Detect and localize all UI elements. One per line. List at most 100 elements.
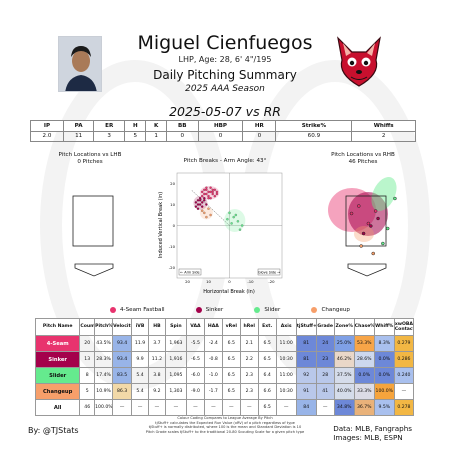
player-headshot bbox=[58, 36, 102, 92]
pitch-table-cell: — bbox=[275, 399, 297, 416]
legend-item-slider: Slider bbox=[254, 307, 280, 313]
pitch-table-cell: 24 bbox=[315, 335, 335, 352]
pitch-table-cell: 10:30 bbox=[275, 351, 297, 368]
pitch-table-cell: 1,303 bbox=[164, 383, 187, 400]
pitch-table-cell: 81 bbox=[295, 351, 317, 368]
pitch-table-header: HAA bbox=[203, 318, 223, 336]
rhb-density-sinker bbox=[348, 192, 388, 236]
pitch-table-cell: 100.0% bbox=[373, 383, 395, 400]
break-point bbox=[194, 205, 198, 208]
break-point bbox=[205, 188, 208, 191]
rhb-strike-zone bbox=[345, 195, 387, 247]
table-notes: Colour Coding Compares to League Average… bbox=[0, 416, 450, 434]
legend-dot bbox=[195, 307, 202, 313]
pitch-table-cell: -9.0 bbox=[185, 383, 205, 400]
pitch-name-cell: All bbox=[34, 399, 81, 416]
break-point bbox=[196, 203, 200, 206]
rhb-location-point bbox=[361, 231, 366, 236]
break-point bbox=[211, 192, 214, 196]
break-point bbox=[201, 190, 204, 194]
break-point bbox=[196, 207, 200, 210]
break-point bbox=[211, 188, 214, 191]
pitch-table-cell: 5.4 bbox=[131, 367, 149, 384]
legend-dot bbox=[311, 307, 318, 313]
rhb-location-point bbox=[385, 226, 390, 231]
pitch-table-cell: — bbox=[203, 399, 223, 416]
pitch-table-cell: 6.5 bbox=[221, 351, 241, 368]
pitch-table-cell: 11:00 bbox=[275, 367, 297, 384]
x-tick-label: -20 bbox=[268, 279, 275, 284]
x-tick-label: 20 bbox=[185, 279, 190, 284]
pitch-table-cell: -1.7 bbox=[203, 383, 223, 400]
pitch-table-cell: 3.7 bbox=[147, 335, 166, 352]
pitch-table-header: Spin bbox=[164, 318, 187, 336]
break-point bbox=[215, 190, 219, 194]
pitch-table-cell: 23 bbox=[315, 351, 335, 368]
break-point bbox=[198, 197, 202, 200]
pitch-table-cell: 20 bbox=[79, 335, 96, 352]
break-point bbox=[226, 218, 229, 221]
pitch-table-cell: 81 bbox=[295, 335, 317, 352]
pitch-table-cell: 92 bbox=[295, 367, 317, 384]
summary-header: PA bbox=[62, 120, 95, 132]
lhb-location-plot bbox=[72, 195, 114, 277]
y-tick-label: 20 bbox=[170, 181, 175, 186]
pitch-table-cell: 93.4 bbox=[112, 335, 133, 352]
break-point bbox=[209, 197, 212, 200]
summary-value-row: 2.0 11 3 5 1 0 0 0 60.9 2 bbox=[30, 130, 416, 142]
break-point bbox=[201, 205, 204, 208]
pitch-table-cell: 1,916 bbox=[164, 351, 187, 368]
author-byline: By: @TJStats bbox=[28, 426, 79, 435]
note-line: Pitch Grade scales tjStuff+ to the tradi… bbox=[145, 429, 305, 434]
pitch-table-header: Velocity bbox=[112, 318, 133, 336]
summary-header: H bbox=[124, 120, 147, 132]
game-title: 2025-05-07 vs RR bbox=[169, 104, 281, 119]
pitch-table-cell: 46 bbox=[79, 399, 96, 416]
break-point bbox=[205, 186, 208, 189]
legend-dot bbox=[110, 307, 116, 313]
rhb-location-point bbox=[359, 244, 363, 248]
pitch-table-cell: -2.4 bbox=[203, 335, 223, 352]
lhb-plot-title: Pitch Locations vs LHB 0 Pitches bbox=[35, 152, 145, 166]
break-point bbox=[203, 188, 206, 191]
rhb-location-point bbox=[357, 204, 361, 208]
pitch-table-cell: 36.7% bbox=[353, 399, 375, 416]
pitch-table-cell: 28.6% bbox=[353, 351, 375, 368]
summary-value: 0 bbox=[165, 130, 199, 142]
rhb-location-point bbox=[376, 216, 380, 221]
pitch-table-cell: 1,963 bbox=[164, 335, 187, 352]
pitch-table-cell: 10.9% bbox=[94, 383, 114, 400]
legend-item-sinker: Sinker bbox=[195, 307, 223, 313]
pitch-table-cell: 2.3 bbox=[239, 383, 259, 400]
pitch-table-header: Pitch Name bbox=[34, 318, 81, 336]
break-point bbox=[198, 203, 202, 206]
break-point bbox=[205, 192, 208, 196]
pitch-name-cell: 4-Seam bbox=[34, 335, 81, 352]
summary-value: 2.0 bbox=[30, 130, 64, 142]
pitch-table-cell: 2.3 bbox=[239, 367, 259, 384]
pitch-table-header: iVB bbox=[131, 318, 149, 336]
pitch-table-cell: 83.5 bbox=[112, 367, 133, 384]
break-point bbox=[203, 211, 206, 215]
pitch-table-cell: 0.0% bbox=[353, 367, 375, 384]
pitch-table-header: Count bbox=[79, 318, 96, 336]
pitch-table-cell: 6.5 bbox=[221, 367, 241, 384]
y-tick-label: 10 bbox=[170, 202, 175, 207]
pitch-table-cell: 34.8% bbox=[333, 399, 355, 416]
pitch-table-cell: — bbox=[393, 383, 415, 400]
pitch-table-cell: 91 bbox=[295, 383, 317, 400]
report-season: 2025 AAA Season bbox=[185, 84, 265, 94]
break-point bbox=[201, 209, 204, 213]
pitch-table-header: Axis bbox=[275, 318, 297, 336]
pitch-table-cell: 37.5% bbox=[333, 367, 355, 384]
pitch-metrics-table: Pitch NameCountPitch%VelocityiVBHBSpinVA… bbox=[34, 318, 415, 416]
pitch-table-cell: — bbox=[239, 399, 259, 416]
pitch-table-cell: 100.0% bbox=[94, 399, 114, 416]
pitch-table-cell: 6.5 bbox=[221, 335, 241, 352]
summary-header: IP bbox=[30, 120, 64, 132]
pitch-table-header: hRel bbox=[239, 318, 259, 336]
summary-value: 5 bbox=[124, 130, 147, 142]
pitch-table-cell: 6.5 bbox=[221, 383, 241, 400]
break-point bbox=[211, 190, 214, 194]
breaks-plot-title: Pitch Breaks - Arm Angle: 43° bbox=[183, 158, 267, 164]
